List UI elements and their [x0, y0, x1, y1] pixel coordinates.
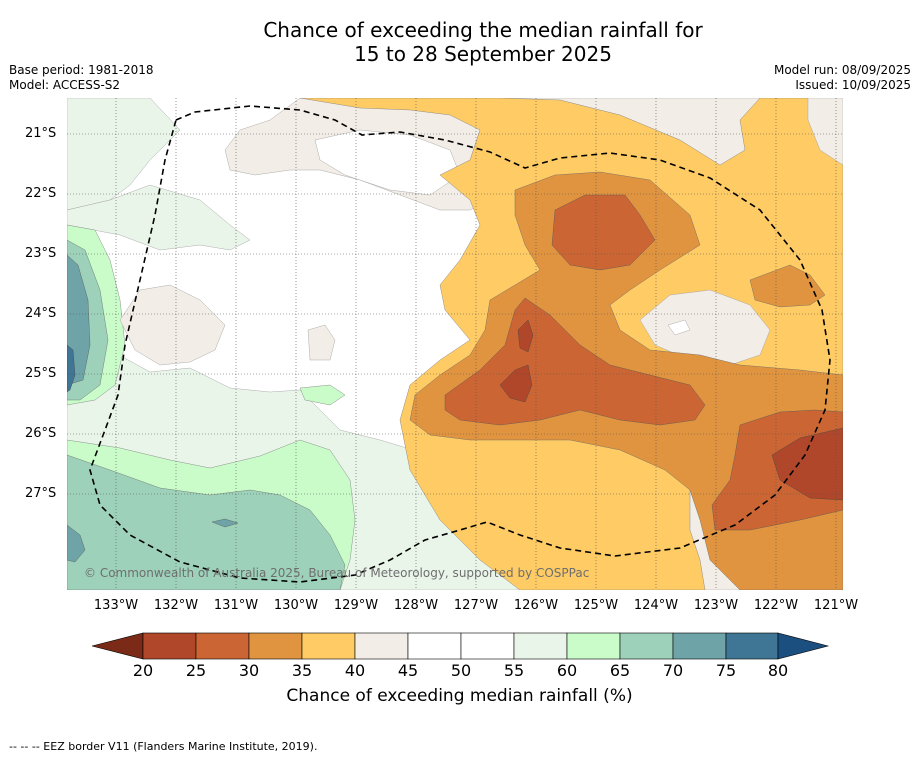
- colorbar-swatch-1: [142, 632, 197, 660]
- model-name: Model: ACCESS-S2: [9, 78, 121, 92]
- contour-25-30-north: [551, 194, 656, 271]
- contour-45-50-hole-north: [314, 129, 461, 196]
- colorbar-swatch-12: [725, 632, 779, 660]
- contour-20-25-center-2: [517, 319, 534, 353]
- colorbar-swatch-6: [407, 632, 462, 660]
- graticule: [67, 98, 843, 590]
- colorbar-swatch-8: [513, 632, 568, 660]
- colorbar-swatch-4: [301, 632, 356, 660]
- contour-40-45-hole-ne: [807, 98, 843, 166]
- colorbar-tick-40: 40: [344, 661, 366, 680]
- colorbar-tick-70: 70: [662, 661, 684, 680]
- copyright-notice: © Commonwealth of Australia 2025, Bureau…: [84, 566, 590, 580]
- colorbar-swatch-10: [619, 632, 674, 660]
- lat-label-27s: 27°S: [25, 486, 57, 501]
- colorbar-swatch-3: [248, 632, 303, 660]
- lat-label-21s: 21°S: [25, 126, 57, 141]
- lon-label-121w: 121°W: [813, 598, 859, 613]
- colorbar-tick-25: 25: [185, 661, 207, 680]
- map-area: [67, 98, 843, 590]
- contour-65-70-south: [67, 454, 346, 590]
- contour-40-45-west: [119, 284, 226, 366]
- colorbar-title: Chance of exceeding median rainfall (%): [286, 686, 633, 706]
- lon-label-127w: 127°W: [453, 598, 499, 613]
- lon-label-122w: 122°W: [753, 598, 799, 613]
- colorbar-tick-55: 55: [503, 661, 525, 680]
- title-line-1: Chance of exceeding the median rainfall …: [263, 18, 703, 42]
- contour-60-65-center: [299, 384, 346, 406]
- contour-75-80-west: [67, 344, 76, 393]
- contour-45-white-small: [667, 319, 691, 336]
- contour-55-60-north: [67, 98, 181, 211]
- colorbar-over-arrow: [777, 632, 830, 660]
- colorbar-swatch-7: [460, 632, 515, 660]
- colorbar-tick-75: 75: [715, 661, 737, 680]
- lat-label-25s: 25°S: [25, 366, 57, 381]
- lon-label-125w: 125°W: [573, 598, 619, 613]
- lon-label-133w: 133°W: [93, 598, 139, 613]
- base-period: Base period: 1981-2018: [9, 63, 154, 77]
- colorbar-under-arrow: [91, 632, 144, 660]
- lat-label-26s: 26°S: [25, 426, 57, 441]
- meta-right: Model run: 08/09/2025 Issued: 10/09/2025: [774, 63, 911, 93]
- contour-70-75-sw: [67, 524, 86, 563]
- colorbar-swatch-2: [195, 632, 250, 660]
- colorbar: [91, 632, 830, 660]
- lon-label-126w: 126°W: [513, 598, 559, 613]
- colorbar-tick-20: 20: [132, 661, 154, 680]
- lon-label-132w: 132°W: [153, 598, 199, 613]
- colorbar-tick-30: 30: [238, 661, 260, 680]
- lon-label-124w: 124°W: [633, 598, 679, 613]
- colorbar-tick-65: 65: [609, 661, 631, 680]
- lon-label-129w: 129°W: [333, 598, 379, 613]
- colorbar-swatch-11: [672, 632, 727, 660]
- lat-label-24s: 24°S: [25, 306, 57, 321]
- lon-label-123w: 123°W: [693, 598, 739, 613]
- colorbar-tick-35: 35: [291, 661, 313, 680]
- colorbar-tick-60: 60: [556, 661, 578, 680]
- eez-footnote: -- -- -- EEZ border V11 (Flanders Marine…: [9, 740, 318, 753]
- eez-boundary: [89, 105, 831, 583]
- colorbar-tick-45: 45: [397, 661, 419, 680]
- title-line-2: 15 to 28 September 2025: [354, 42, 612, 66]
- contour-40-45-center: [307, 324, 336, 361]
- lon-label-131w: 131°W: [213, 598, 259, 613]
- issued-date: Issued: 10/09/2025: [795, 78, 911, 92]
- contour-20-25-se: [771, 427, 843, 501]
- map-title: Chance of exceeding the median rainfall …: [0, 18, 919, 66]
- colorbar-tick-80: 80: [767, 661, 789, 680]
- colorbar-swatch-5: [354, 632, 409, 660]
- contour-55-60-west: [67, 184, 251, 251]
- lat-label-22s: 22°S: [25, 186, 57, 201]
- contour-70-75-small: [211, 518, 239, 528]
- colorbar-tick-50: 50: [450, 661, 472, 680]
- colorbar-swatch-9: [566, 632, 621, 660]
- lat-label-23s: 23°S: [25, 246, 57, 261]
- meta-left: Base period: 1981-2018 Model: ACCESS-S2: [9, 63, 154, 93]
- lon-label-130w: 130°W: [273, 598, 319, 613]
- model-run: Model run: 08/09/2025: [773, 63, 911, 77]
- lon-label-128w: 128°W: [393, 598, 439, 613]
